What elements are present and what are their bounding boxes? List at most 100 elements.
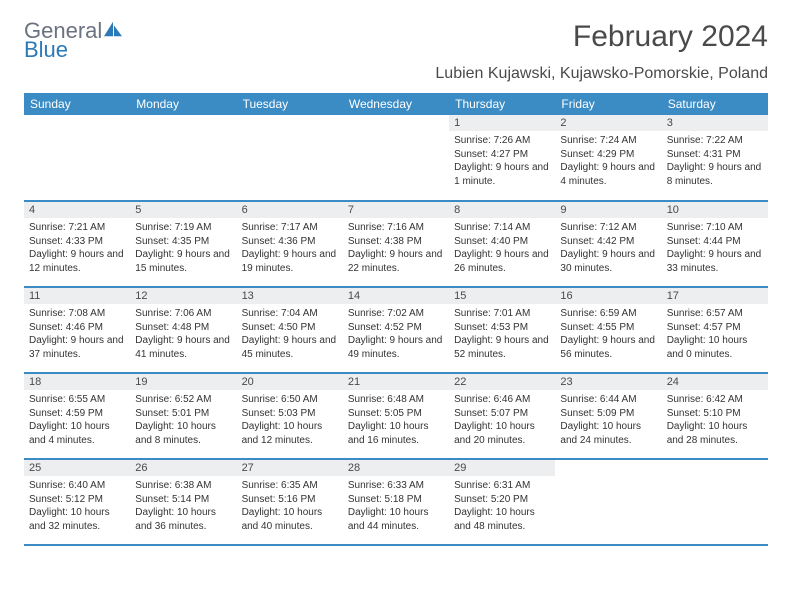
- calendar-cell: [24, 115, 130, 201]
- calendar-cell: 29Sunrise: 6:31 AMSunset: 5:20 PMDayligh…: [449, 459, 555, 545]
- day-detail: Sunrise: 6:35 AMSunset: 5:16 PMDaylight:…: [237, 476, 343, 535]
- calendar-cell: 3Sunrise: 7:22 AMSunset: 4:31 PMDaylight…: [662, 115, 768, 201]
- day-number: 20: [237, 374, 343, 390]
- weekday-header: Saturday: [662, 93, 768, 115]
- day-number: 25: [24, 460, 130, 476]
- calendar-cell: [237, 115, 343, 201]
- day-detail: Sunrise: 7:06 AMSunset: 4:48 PMDaylight:…: [130, 304, 236, 363]
- calendar-cell: 11Sunrise: 7:08 AMSunset: 4:46 PMDayligh…: [24, 287, 130, 373]
- day-number: 9: [555, 202, 661, 218]
- day-number: 19: [130, 374, 236, 390]
- day-detail: Sunrise: 7:24 AMSunset: 4:29 PMDaylight:…: [555, 131, 661, 190]
- day-number: 18: [24, 374, 130, 390]
- calendar-cell: 22Sunrise: 6:46 AMSunset: 5:07 PMDayligh…: [449, 373, 555, 459]
- page-title: February 2024: [573, 20, 768, 54]
- calendar-cell: 10Sunrise: 7:10 AMSunset: 4:44 PMDayligh…: [662, 201, 768, 287]
- day-number: 6: [237, 202, 343, 218]
- calendar-cell: 20Sunrise: 6:50 AMSunset: 5:03 PMDayligh…: [237, 373, 343, 459]
- weekday-header: Friday: [555, 93, 661, 115]
- calendar-cell: 13Sunrise: 7:04 AMSunset: 4:50 PMDayligh…: [237, 287, 343, 373]
- day-detail: Sunrise: 7:01 AMSunset: 4:53 PMDaylight:…: [449, 304, 555, 363]
- calendar-cell: 24Sunrise: 6:42 AMSunset: 5:10 PMDayligh…: [662, 373, 768, 459]
- calendar-cell: 15Sunrise: 7:01 AMSunset: 4:53 PMDayligh…: [449, 287, 555, 373]
- weekday-header: Sunday: [24, 93, 130, 115]
- day-number: 14: [343, 288, 449, 304]
- calendar-cell: 16Sunrise: 6:59 AMSunset: 4:55 PMDayligh…: [555, 287, 661, 373]
- calendar-cell: [130, 115, 236, 201]
- weekday-header: Wednesday: [343, 93, 449, 115]
- calendar-cell: 1Sunrise: 7:26 AMSunset: 4:27 PMDaylight…: [449, 115, 555, 201]
- day-number: 22: [449, 374, 555, 390]
- day-detail: Sunrise: 6:44 AMSunset: 5:09 PMDaylight:…: [555, 390, 661, 449]
- day-number: 17: [662, 288, 768, 304]
- day-number: 26: [130, 460, 236, 476]
- day-detail: Sunrise: 7:10 AMSunset: 4:44 PMDaylight:…: [662, 218, 768, 277]
- calendar-cell: 25Sunrise: 6:40 AMSunset: 5:12 PMDayligh…: [24, 459, 130, 545]
- day-detail: Sunrise: 6:33 AMSunset: 5:18 PMDaylight:…: [343, 476, 449, 535]
- day-detail: Sunrise: 6:31 AMSunset: 5:20 PMDaylight:…: [449, 476, 555, 535]
- sail-icon: [102, 20, 124, 38]
- calendar-cell: 17Sunrise: 6:57 AMSunset: 4:57 PMDayligh…: [662, 287, 768, 373]
- calendar-cell: 12Sunrise: 7:06 AMSunset: 4:48 PMDayligh…: [130, 287, 236, 373]
- calendar-cell: 4Sunrise: 7:21 AMSunset: 4:33 PMDaylight…: [24, 201, 130, 287]
- day-detail: Sunrise: 7:04 AMSunset: 4:50 PMDaylight:…: [237, 304, 343, 363]
- day-number: 16: [555, 288, 661, 304]
- day-number: 11: [24, 288, 130, 304]
- day-detail: Sunrise: 6:48 AMSunset: 5:05 PMDaylight:…: [343, 390, 449, 449]
- calendar-cell: 7Sunrise: 7:16 AMSunset: 4:38 PMDaylight…: [343, 201, 449, 287]
- brand-logo: General Blue: [24, 20, 124, 61]
- day-number: 15: [449, 288, 555, 304]
- day-number: 27: [237, 460, 343, 476]
- day-number: 24: [662, 374, 768, 390]
- day-detail: Sunrise: 7:17 AMSunset: 4:36 PMDaylight:…: [237, 218, 343, 277]
- calendar-cell: 23Sunrise: 6:44 AMSunset: 5:09 PMDayligh…: [555, 373, 661, 459]
- day-number: 8: [449, 202, 555, 218]
- day-detail: Sunrise: 7:19 AMSunset: 4:35 PMDaylight:…: [130, 218, 236, 277]
- day-number: 7: [343, 202, 449, 218]
- day-detail: Sunrise: 6:38 AMSunset: 5:14 PMDaylight:…: [130, 476, 236, 535]
- day-number: 28: [343, 460, 449, 476]
- calendar-cell: [343, 115, 449, 201]
- calendar-cell: 27Sunrise: 6:35 AMSunset: 5:16 PMDayligh…: [237, 459, 343, 545]
- weekday-header: Monday: [130, 93, 236, 115]
- calendar-cell: 14Sunrise: 7:02 AMSunset: 4:52 PMDayligh…: [343, 287, 449, 373]
- calendar-row: 18Sunrise: 6:55 AMSunset: 4:59 PMDayligh…: [24, 373, 768, 459]
- calendar-cell: 8Sunrise: 7:14 AMSunset: 4:40 PMDaylight…: [449, 201, 555, 287]
- calendar-row: 25Sunrise: 6:40 AMSunset: 5:12 PMDayligh…: [24, 459, 768, 545]
- day-detail: Sunrise: 7:26 AMSunset: 4:27 PMDaylight:…: [449, 131, 555, 190]
- calendar-cell: 21Sunrise: 6:48 AMSunset: 5:05 PMDayligh…: [343, 373, 449, 459]
- calendar-row: 1Sunrise: 7:26 AMSunset: 4:27 PMDaylight…: [24, 115, 768, 201]
- day-detail: Sunrise: 7:08 AMSunset: 4:46 PMDaylight:…: [24, 304, 130, 363]
- day-detail: Sunrise: 6:46 AMSunset: 5:07 PMDaylight:…: [449, 390, 555, 449]
- calendar-cell: [662, 459, 768, 545]
- day-detail: Sunrise: 6:50 AMSunset: 5:03 PMDaylight:…: [237, 390, 343, 449]
- calendar-cell: 28Sunrise: 6:33 AMSunset: 5:18 PMDayligh…: [343, 459, 449, 545]
- calendar-cell: 2Sunrise: 7:24 AMSunset: 4:29 PMDaylight…: [555, 115, 661, 201]
- day-detail: Sunrise: 7:22 AMSunset: 4:31 PMDaylight:…: [662, 131, 768, 190]
- day-number: 12: [130, 288, 236, 304]
- day-detail: Sunrise: 6:55 AMSunset: 4:59 PMDaylight:…: [24, 390, 130, 449]
- calendar-cell: 6Sunrise: 7:17 AMSunset: 4:36 PMDaylight…: [237, 201, 343, 287]
- day-detail: Sunrise: 7:12 AMSunset: 4:42 PMDaylight:…: [555, 218, 661, 277]
- calendar-row: 11Sunrise: 7:08 AMSunset: 4:46 PMDayligh…: [24, 287, 768, 373]
- day-detail: Sunrise: 7:14 AMSunset: 4:40 PMDaylight:…: [449, 218, 555, 277]
- calendar-row: 4Sunrise: 7:21 AMSunset: 4:33 PMDaylight…: [24, 201, 768, 287]
- weekday-header: Tuesday: [237, 93, 343, 115]
- location-text: Lubien Kujawski, Kujawsko-Pomorskie, Pol…: [24, 65, 768, 83]
- day-number: 10: [662, 202, 768, 218]
- calendar-header-row: Sunday Monday Tuesday Wednesday Thursday…: [24, 93, 768, 115]
- day-number: 4: [24, 202, 130, 218]
- calendar-cell: 26Sunrise: 6:38 AMSunset: 5:14 PMDayligh…: [130, 459, 236, 545]
- day-detail: Sunrise: 6:59 AMSunset: 4:55 PMDaylight:…: [555, 304, 661, 363]
- day-number: 3: [662, 115, 768, 131]
- weekday-header: Thursday: [449, 93, 555, 115]
- calendar-table: Sunday Monday Tuesday Wednesday Thursday…: [24, 93, 768, 546]
- day-number: 1: [449, 115, 555, 131]
- day-detail: Sunrise: 6:40 AMSunset: 5:12 PMDaylight:…: [24, 476, 130, 535]
- day-number: 29: [449, 460, 555, 476]
- day-detail: Sunrise: 7:21 AMSunset: 4:33 PMDaylight:…: [24, 218, 130, 277]
- day-detail: Sunrise: 7:02 AMSunset: 4:52 PMDaylight:…: [343, 304, 449, 363]
- calendar-cell: 5Sunrise: 7:19 AMSunset: 4:35 PMDaylight…: [130, 201, 236, 287]
- day-detail: Sunrise: 7:16 AMSunset: 4:38 PMDaylight:…: [343, 218, 449, 277]
- day-number: 2: [555, 115, 661, 131]
